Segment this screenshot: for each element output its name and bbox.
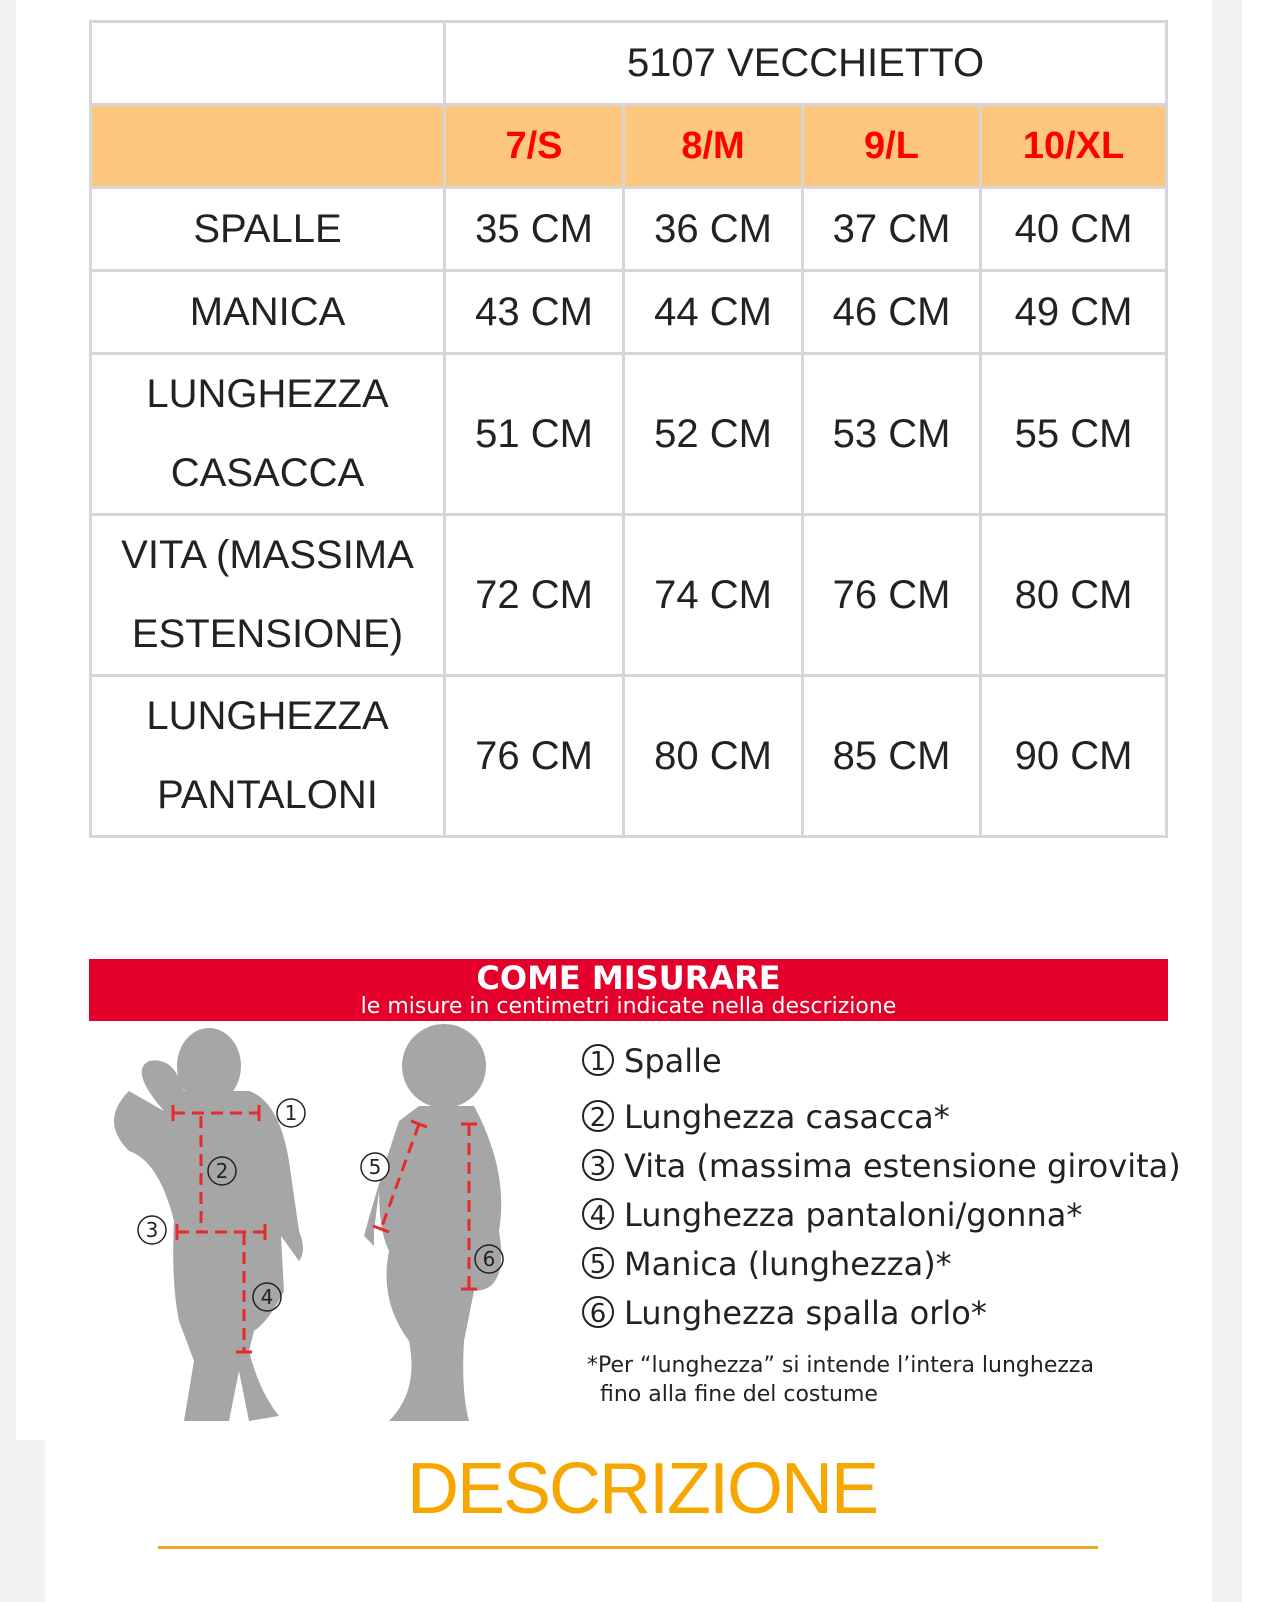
product-title: 5107 VECCHIETTO <box>446 23 1166 103</box>
marker-1: 1 <box>285 1101 298 1125</box>
table-row: MANICA 43 CM 44 CM 46 CM 49 CM <box>92 272 1166 352</box>
measure-item: 1 Spalle <box>582 1041 1181 1097</box>
measure-lines <box>171 1105 477 1354</box>
heading-underline <box>158 1546 1098 1549</box>
how-to-measure-guide: COME MISURARE le misure in centimetri in… <box>89 959 1181 1439</box>
number-circle: 6 <box>582 1296 614 1329</box>
number-circle: 4 <box>582 1198 614 1231</box>
guide-title: COME MISURARE <box>476 959 781 997</box>
size-header: 9/L <box>804 106 979 186</box>
description-heading: DESCRIZIONE <box>406 1449 879 1529</box>
cell: 53 CM <box>804 355 979 513</box>
measure-item-label: Lunghezza spalla orlo* <box>624 1294 987 1332</box>
child-back-silhouette <box>114 1028 303 1421</box>
measure-item: 6 Lunghezza spalla orlo* <box>582 1293 1181 1342</box>
row-label-line: LUNGHEZZA <box>146 694 389 738</box>
cell: 44 CM <box>625 272 801 352</box>
length-footnote: *Per “lunghezza” si intende l’intera lun… <box>587 1351 1094 1409</box>
header-corner <box>92 106 443 186</box>
measure-item-label: Spalle <box>624 1042 722 1080</box>
corner-cell <box>92 23 443 103</box>
size-header: 10/XL <box>982 106 1166 186</box>
marker-5: 5 <box>369 1155 382 1179</box>
row-label-line: CASACCA <box>170 451 365 495</box>
table-row: LUNGHEZZA CASACCA 51 CM 52 CM 53 CM 55 CM <box>92 355 1166 513</box>
table-row: VITA (MASSIMA ESTENSIONE) 72 CM 74 CM 76 … <box>92 516 1166 674</box>
guide-banner: COME MISURARE le misure in centimetri in… <box>89 959 1168 1021</box>
table-row: LUNGHEZZA PANTALONI 76 CM 80 CM 85 CM 90 … <box>92 677 1166 835</box>
measure-item-label: Lunghezza casacca* <box>624 1098 950 1136</box>
row-label-line: PANTALONI <box>157 773 378 817</box>
marker-4: 4 <box>261 1285 274 1309</box>
guide-subtitle: le misure in centimetri indicate nella d… <box>360 994 897 1019</box>
page-margin-right <box>1212 0 1242 1602</box>
measure-number-markers: 1 2 3 4 5 6 <box>137 1098 504 1312</box>
child-silhouettes-illustration: 1 2 3 4 5 6 <box>114 1024 504 1421</box>
marker-2: 2 <box>216 1159 229 1183</box>
cell: 72 CM <box>446 516 622 674</box>
cell: 55 CM <box>982 355 1166 513</box>
table-row: SPALLE 35 CM 36 CM 37 CM 40 CM <box>92 189 1166 269</box>
size-header-row: 7/S 8/M 9/L 10/XL <box>92 106 1166 186</box>
cell: 76 CM <box>446 677 622 835</box>
row-label-line: ESTENSIONE) <box>131 612 404 656</box>
cell: 49 CM <box>982 272 1166 352</box>
marker-3: 3 <box>146 1218 159 1242</box>
number-circle: 5 <box>582 1247 614 1280</box>
row-label-line: LUNGHEZZA <box>146 372 389 416</box>
cell: 51 CM <box>446 355 622 513</box>
cell: 36 CM <box>625 189 801 269</box>
number-circle: 2 <box>582 1100 614 1133</box>
measure-list: 1 Spalle 2 Lunghezza casacca* 3 Vita (massi… <box>582 1041 1181 1342</box>
measure-item-label: Vita (massima estensione girovita) <box>624 1147 1181 1185</box>
row-label: LUNGHEZZA PANTALONI <box>92 677 443 835</box>
cell: 43 CM <box>446 272 622 352</box>
size-header: 8/M <box>625 106 801 186</box>
measure-item-label: Lunghezza pantaloni/gonna* <box>624 1196 1083 1234</box>
row-label: SPALLE <box>92 189 443 269</box>
size-header: 7/S <box>446 106 622 186</box>
page-margin-left <box>0 0 16 1602</box>
cell: 90 CM <box>982 677 1166 835</box>
cell: 46 CM <box>804 272 979 352</box>
cell: 80 CM <box>625 677 801 835</box>
measure-item: 3 Vita (massima estensione girovita) <box>582 1146 1181 1195</box>
cell: 74 CM <box>625 516 801 674</box>
measure-item-label: Manica (lunghezza)* <box>624 1245 952 1283</box>
row-label: VITA (MASSIMA ESTENSIONE) <box>92 516 443 674</box>
cell: 85 CM <box>804 677 979 835</box>
cell: 37 CM <box>804 189 979 269</box>
number-circle: 1 <box>582 1044 614 1077</box>
cell: 76 CM <box>804 516 979 674</box>
cell: 40 CM <box>982 189 1166 269</box>
measure-item: 2 Lunghezza casacca* <box>582 1097 1181 1146</box>
marker-6: 6 <box>483 1247 496 1271</box>
footnote-line: fino alla fine del costume <box>600 1382 878 1407</box>
size-table: 5107 VECCHIETTO 7/S 8/M 9/L 10/XL SPALLE… <box>89 20 1169 838</box>
footnote-line: *Per “lunghezza” si intende l’intera lun… <box>587 1353 1094 1378</box>
measure-item: 4 Lunghezza pantaloni/gonna* <box>582 1195 1181 1244</box>
cell: 80 CM <box>982 516 1166 674</box>
row-label: LUNGHEZZA CASACCA <box>92 355 443 513</box>
row-label: MANICA <box>92 272 443 352</box>
page-margin-left-lower <box>0 1440 45 1602</box>
measure-item: 5 Manica (lunghezza)* <box>582 1244 1181 1293</box>
row-label-line: VITA (MASSIMA <box>121 533 414 577</box>
cell: 52 CM <box>625 355 801 513</box>
cell: 35 CM <box>446 189 622 269</box>
number-circle: 3 <box>582 1149 614 1182</box>
